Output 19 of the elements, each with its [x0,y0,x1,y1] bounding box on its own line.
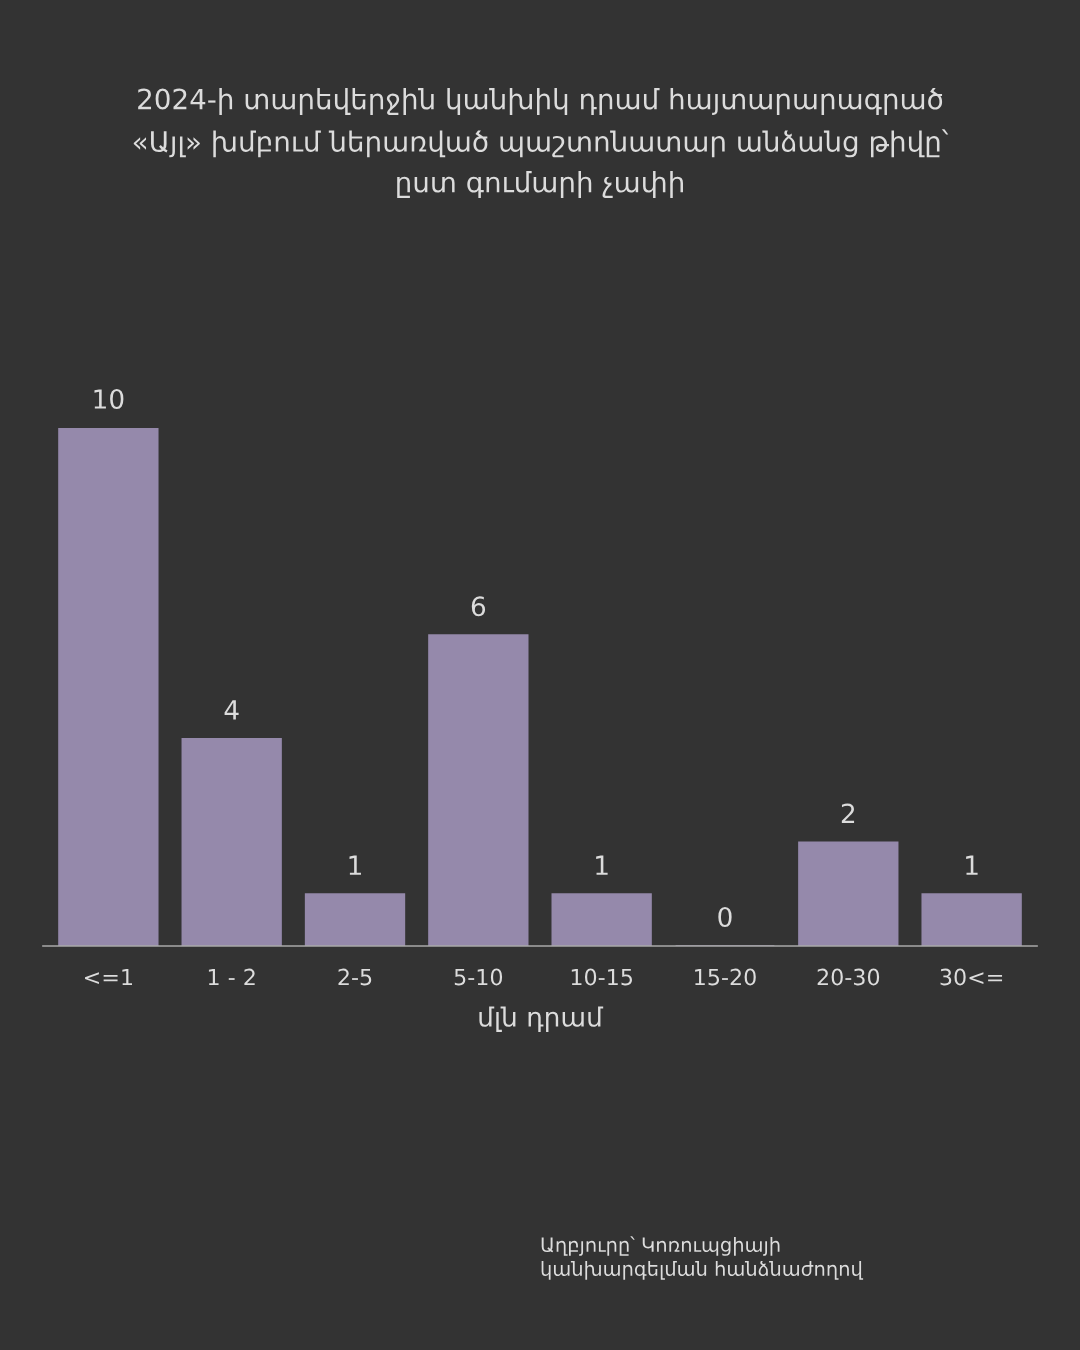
chart-title: 2024-ի տարեվերջին կանխիկ դրամ հայտարարագրած «Այլ» խմբում ներառված պաշտոնատար անձանց թիվը՝ ըստ գումարի չափի [133,88,949,198]
x-tick-label: 5-10 [454,968,503,986]
data-label: 1 [349,855,361,875]
x-tick-label: 20-30 [817,968,880,986]
x-tick-label: 1 - 2 [208,968,255,986]
x-tick-label: <=1 [85,968,132,986]
x-tick-label: 2-5 [338,968,372,986]
data-label: 6 [471,596,486,617]
x-tick-label: 15-20 [695,968,756,986]
text: Աղբյուրը՝ Կոռուպցիայի կանխարգելման հանձնաժողով [541,1236,864,1280]
x-axis-title: մլն դրամ [479,1006,604,1032]
data-label: 2 [841,803,855,824]
data-label: 1 [596,855,608,875]
data-label: 4 [224,700,239,720]
data-label: 10 [94,389,124,409]
x-tick-label: 30<= [940,968,1003,986]
data-label: 1 [966,855,978,875]
x-tick-label: 10-15 [571,968,633,986]
data-label: 0 [718,907,732,927]
